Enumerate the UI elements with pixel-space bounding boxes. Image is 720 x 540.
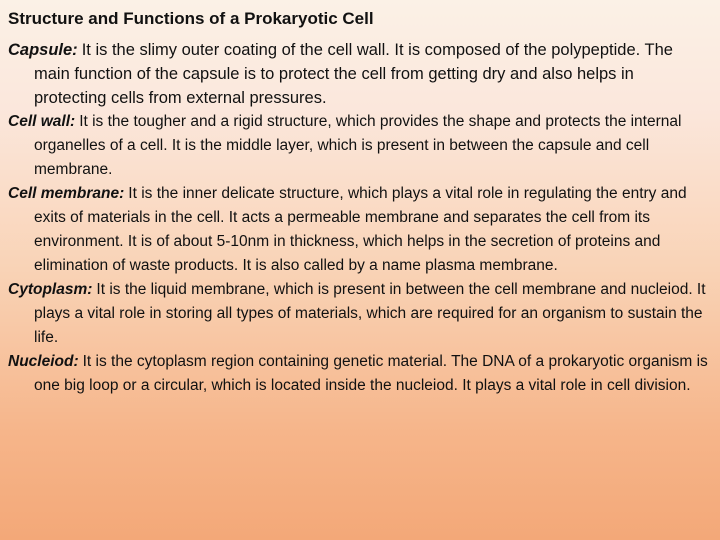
description: It is the cytoplasm region containing ge… xyxy=(34,353,708,394)
term: Cytoplasm: xyxy=(8,281,93,298)
title: Structure and Functions of a Prokaryotic… xyxy=(8,9,374,28)
description: It is the slimy outer coating of the cel… xyxy=(34,41,673,107)
definition: Cell membrane: It is the inner delicate s… xyxy=(8,182,710,278)
definition: Cell wall: It is the tougher and a rigid … xyxy=(8,110,710,182)
description: It is the tougher and a rigid structure,… xyxy=(34,113,682,178)
definition: Nucleiod: It is the cytoplasm region cont… xyxy=(8,350,710,398)
term: Nucleiod: xyxy=(8,353,79,370)
description: It is the liquid membrane, which is pres… xyxy=(34,281,706,346)
term: Capsule: xyxy=(8,41,78,59)
term: Cell membrane: xyxy=(8,185,125,202)
description: It is the inner delicate structure, whic… xyxy=(34,185,687,274)
term: Cell wall: xyxy=(8,113,76,130)
definition-list: Capsule: It is the slimy outer coating of… xyxy=(8,38,710,398)
definition: Capsule: It is the slimy outer coating of… xyxy=(8,38,710,110)
definition: Cytoplasm: It is the liquid membrane, whi… xyxy=(8,278,710,350)
